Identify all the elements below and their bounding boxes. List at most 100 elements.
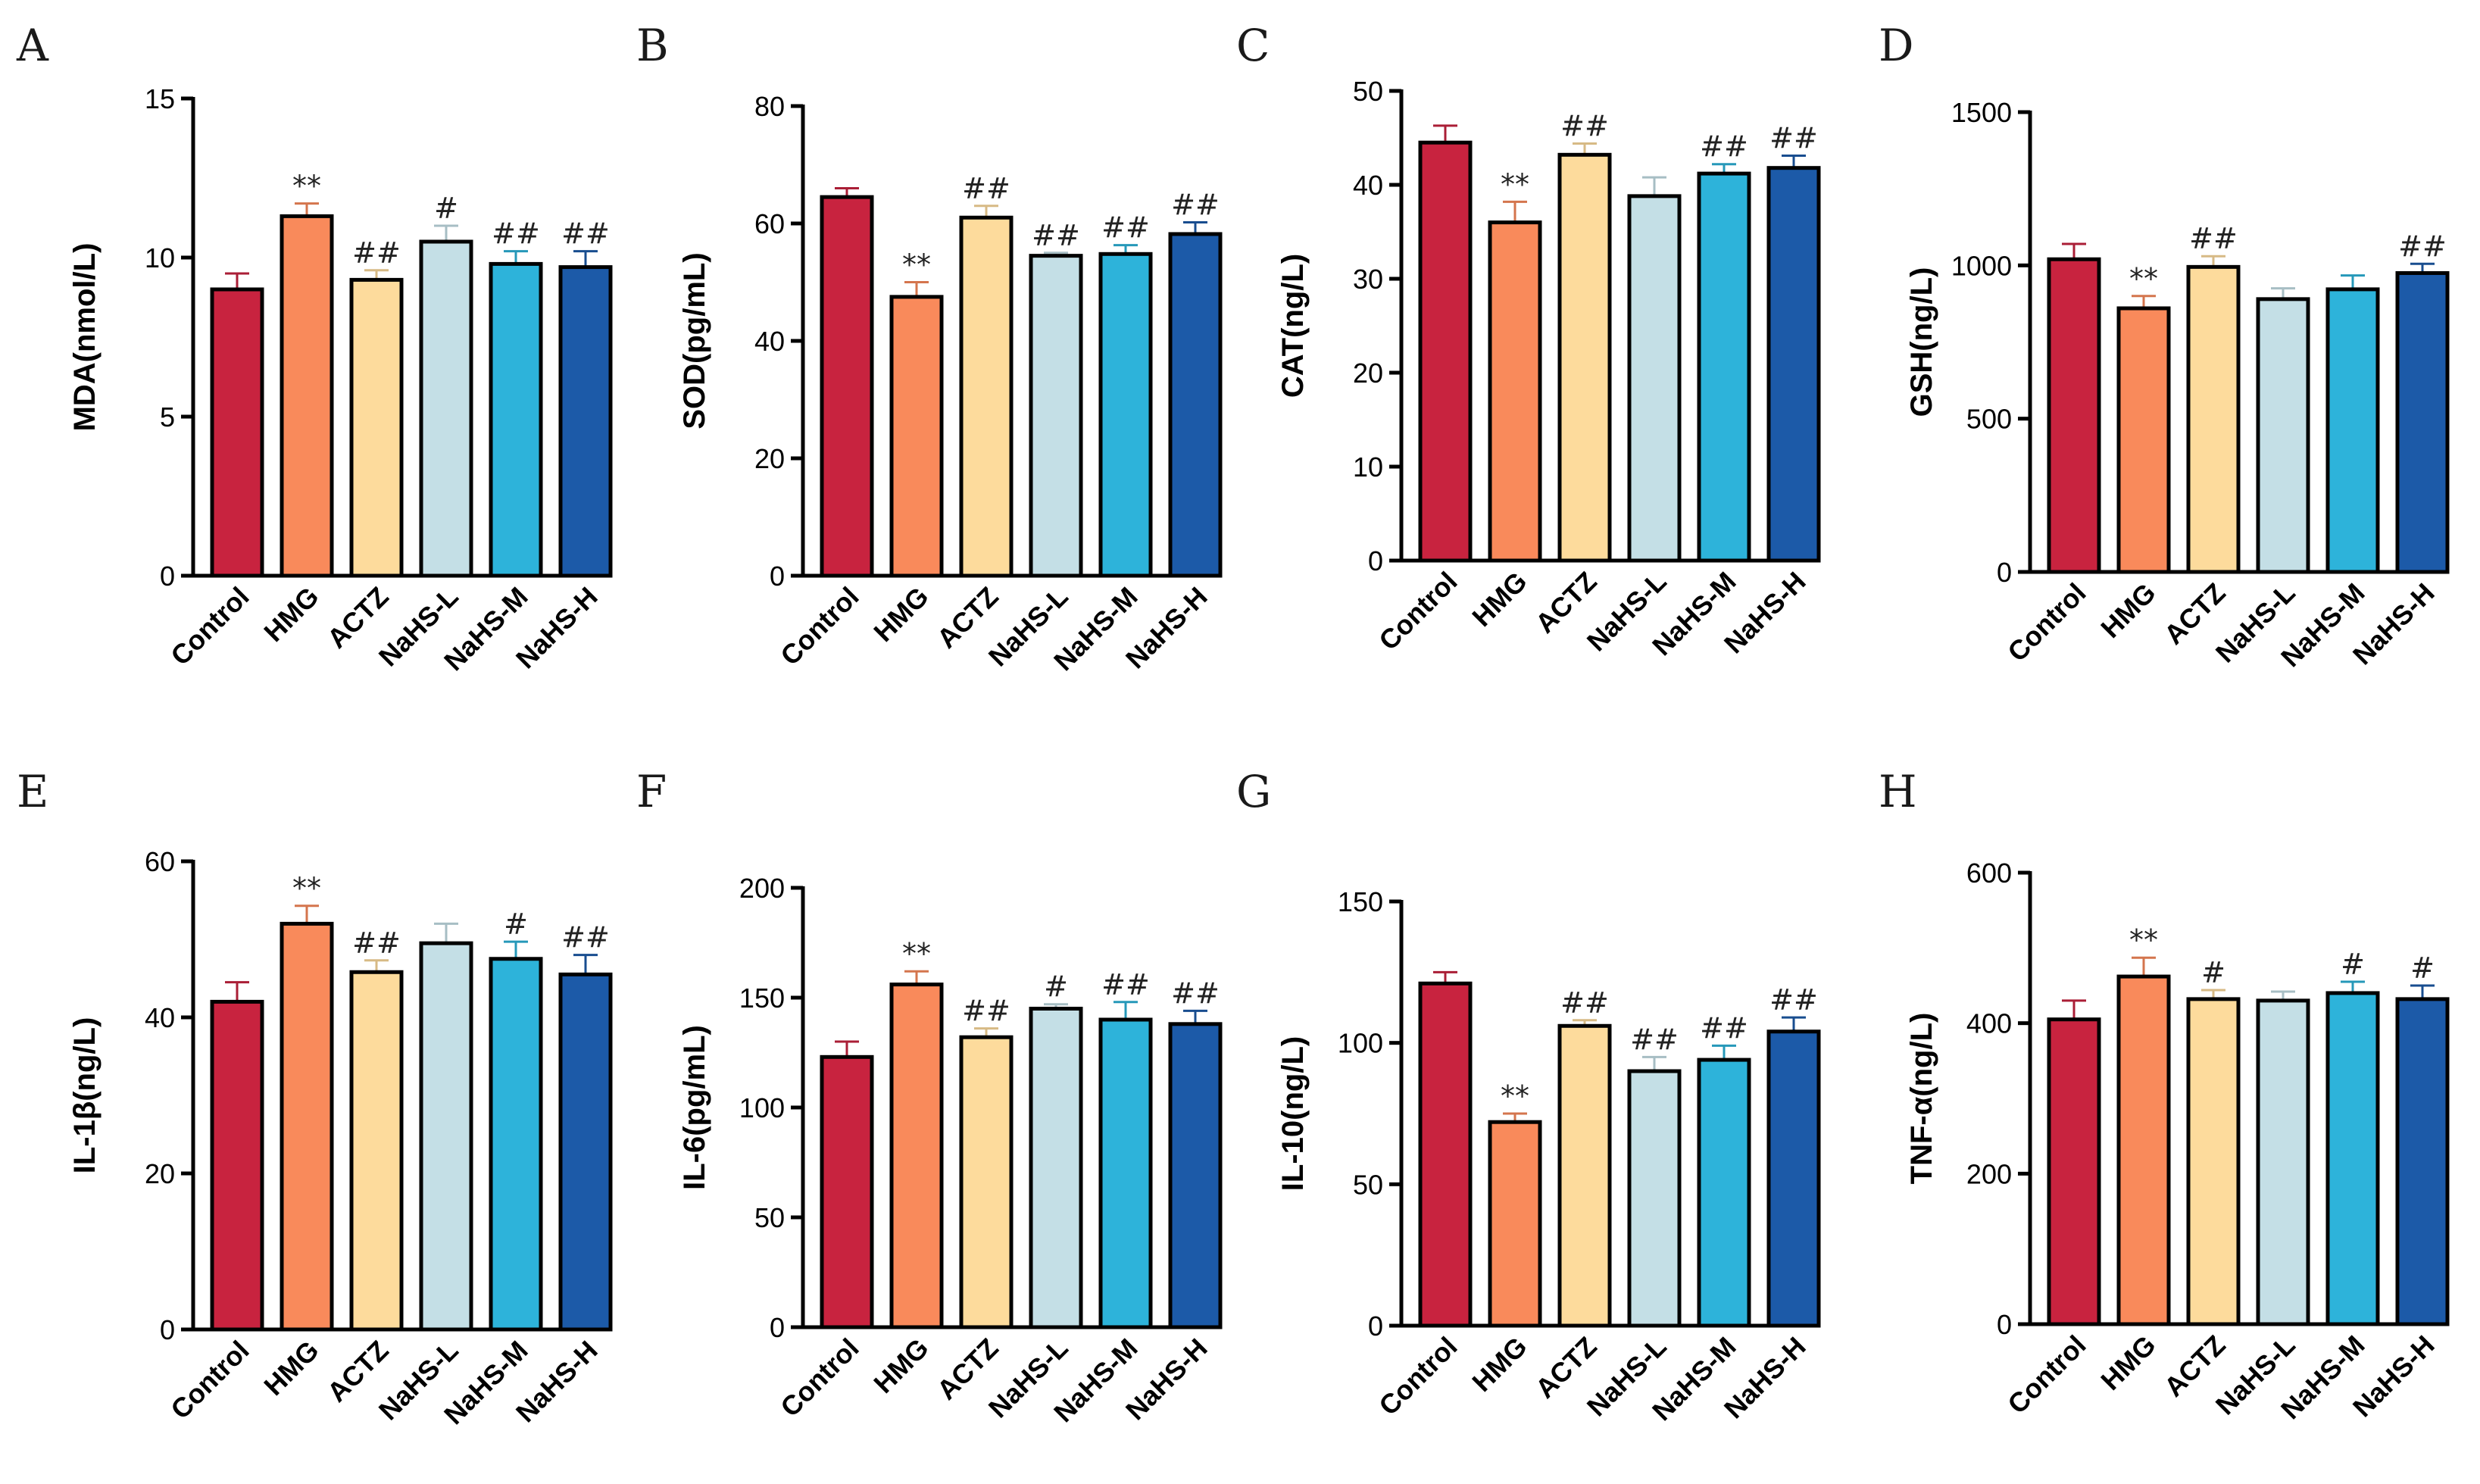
y-tick-label: 150 [739,983,785,1014]
bar-NaHS-H [1766,1029,1821,1328]
bar-Control [2047,1017,2101,1326]
significance-label: ** [1501,1079,1529,1113]
significance-label: ** [2129,262,2158,295]
bar-Control [1418,140,1473,563]
significance-label: ## [1769,122,1818,155]
chart-panel-C: CCAT(ng/L)01020304050Control**HMG##ACTZN… [1236,20,1821,661]
y-tick-label: 200 [1966,1158,2012,1189]
x-tick-label: HMG [867,1332,934,1399]
chart-panel-D: DGSH(ng/L)050010001500Control**HMG##ACTZ… [1879,20,2450,673]
significance-label: # [2201,956,2225,989]
significance-label: ** [292,872,321,905]
chart-panel-H: HTNF-α(ng/L)0200400600Control**HMG#ACTZN… [1879,766,2450,1425]
bar-Control [820,1054,874,1329]
panel-letter: E [17,766,48,817]
y-tick-label: 0 [160,561,175,592]
y-tick-label: 50 [1353,1169,1383,1200]
significance-label: ## [492,217,540,251]
panel-letter: A [16,20,49,71]
x-tick-label: Control [774,1332,864,1423]
panel-letter: C [1236,20,1270,71]
bar-NaHS-M [1697,1058,1751,1328]
y-tick-label: 0 [1997,1309,2012,1340]
significance-label: ** [902,248,931,282]
bar-HMG [889,295,944,578]
chart-panel-F: FIL-6(pg/mL)050100150200Control**HMG##AC… [636,766,1223,1428]
bar-ACTZ [1557,152,1612,563]
bar-Control [820,195,874,578]
bar-NaHS-M [1098,1017,1153,1329]
y-tick-label: 0 [770,561,785,592]
y-tick-label: 500 [1966,404,2012,435]
y-tick-label: 600 [1966,858,2012,889]
significance-label: # [504,908,528,941]
significance-label: ## [1700,1011,1748,1045]
significance-label: ## [352,236,401,270]
bar-NaHS-M [1098,251,1153,578]
significance-label: ## [1101,211,1150,245]
x-tick-label: HMG [258,581,324,648]
y-tick-label: 0 [1368,1311,1383,1342]
bar-NaHS-H [558,265,613,578]
y-tick-label: 5 [160,401,175,433]
significance-label: # [1044,970,1068,1004]
x-tick-label: HMG [258,1335,324,1401]
y-axis-label: IL-1β(ng/L) [68,1017,102,1174]
significance-label: ## [962,995,1010,1028]
significance-label: ** [2129,923,2158,957]
bar-ACTZ [349,970,404,1332]
bar-NaHS-L [1627,1069,1682,1328]
significance-label: ## [1630,1023,1679,1056]
x-tick-label: Control [1373,1331,1463,1421]
x-tick-label: HMG [2094,577,2161,644]
significance-label: ## [561,921,610,954]
significance-label: ## [1032,219,1080,252]
chart-panel-G: GIL-10(ng/L)050100150Control**HMG##ACTZ#… [1236,766,1821,1426]
bar-NaHS-L [2256,998,2310,1326]
y-tick-label: 200 [739,873,785,904]
significance-label: ## [1560,986,1609,1020]
bar-NaHS-H [558,972,613,1332]
y-tick-label: 40 [754,326,785,357]
y-tick-label: 20 [145,1158,175,1189]
y-tick-label: 100 [739,1092,785,1123]
bar-HMG [2116,974,2171,1326]
y-axis-label: CAT(ng/L) [1276,254,1310,398]
significance-label: ** [1501,167,1529,201]
bar-NaHS-H [1766,166,1821,563]
bar-ACTZ [2186,997,2241,1326]
y-tick-label: 60 [145,846,175,877]
y-axis-label: IL-10(ng/L) [1276,1036,1310,1191]
significance-label: ## [352,926,401,960]
bar-HMG [280,214,334,578]
y-tick-label: 0 [770,1312,785,1343]
significance-label: ## [1101,968,1150,1001]
bar-Control [210,287,264,578]
panel-letter: D [1879,20,1914,71]
y-tick-label: 60 [754,208,785,239]
y-tick-label: 10 [145,242,175,273]
x-tick-label: HMG [1466,1331,1532,1398]
bar-Control [2047,257,2101,574]
bar-HMG [280,921,334,1332]
bar-NaHS-L [1627,194,1682,563]
y-tick-label: 20 [754,443,785,474]
significance-label: ## [1769,983,1818,1017]
y-tick-label: 15 [145,83,175,114]
bar-NaHS-H [1168,1022,1223,1329]
y-tick-label: 150 [1338,886,1383,917]
x-tick-label: Control [2001,577,2091,667]
y-tick-label: 40 [145,1002,175,1033]
bar-HMG [2116,306,2171,574]
panel-letter: H [1879,766,1917,817]
significance-label: ** [902,937,931,970]
bar-NaHS-L [419,239,473,578]
significance-label: ## [1560,109,1609,142]
y-axis-label: GSH(ng/L) [1905,267,1938,417]
significance-label: ## [561,217,610,251]
bar-NaHS-H [2395,270,2450,574]
y-tick-label: 10 [1353,451,1383,483]
x-tick-label: Control [1373,566,1463,656]
x-tick-label: HMG [1466,566,1532,633]
